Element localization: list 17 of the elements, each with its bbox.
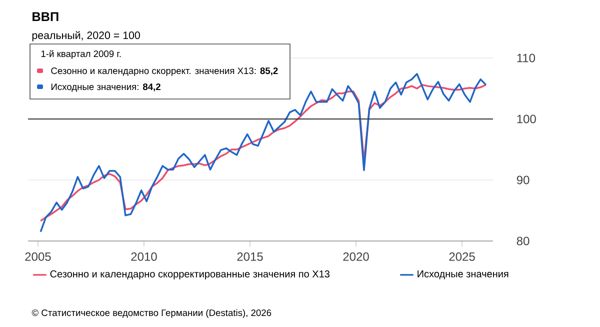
y-tick-label: 90 [516, 176, 530, 184]
y-tick-label: 110 [517, 54, 536, 62]
legend-label: Сезонно и календарно скорректированные значения по X13 [50, 270, 330, 280]
annotation: Исходные значения: 84,2 [51, 83, 160, 92]
annotation: 1-й квартал 2009 г. [41, 50, 121, 59]
x-tick-label: 2025 [449, 252, 475, 261]
x-tick-label: 2020 [343, 252, 369, 261]
chart-subtitle: реальный, 2020 = 100 [32, 31, 140, 42]
y-tick-label: 100 [517, 114, 536, 124]
annotation: Сезонно и календарно скоррект. значения X13: 85,2 [51, 67, 278, 76]
y-tick-label: 80 [516, 236, 530, 246]
chart-title: ВВП [32, 12, 58, 21]
x-tick-label: 2015 [237, 252, 263, 261]
text: © Статистическое ведомство Германии (Destatis), 2026 [32, 309, 272, 318]
x-tick-label: 2010 [131, 252, 157, 261]
legend-label: Исходные значения [418, 270, 508, 280]
x-tick-label: 2005 [25, 252, 51, 261]
